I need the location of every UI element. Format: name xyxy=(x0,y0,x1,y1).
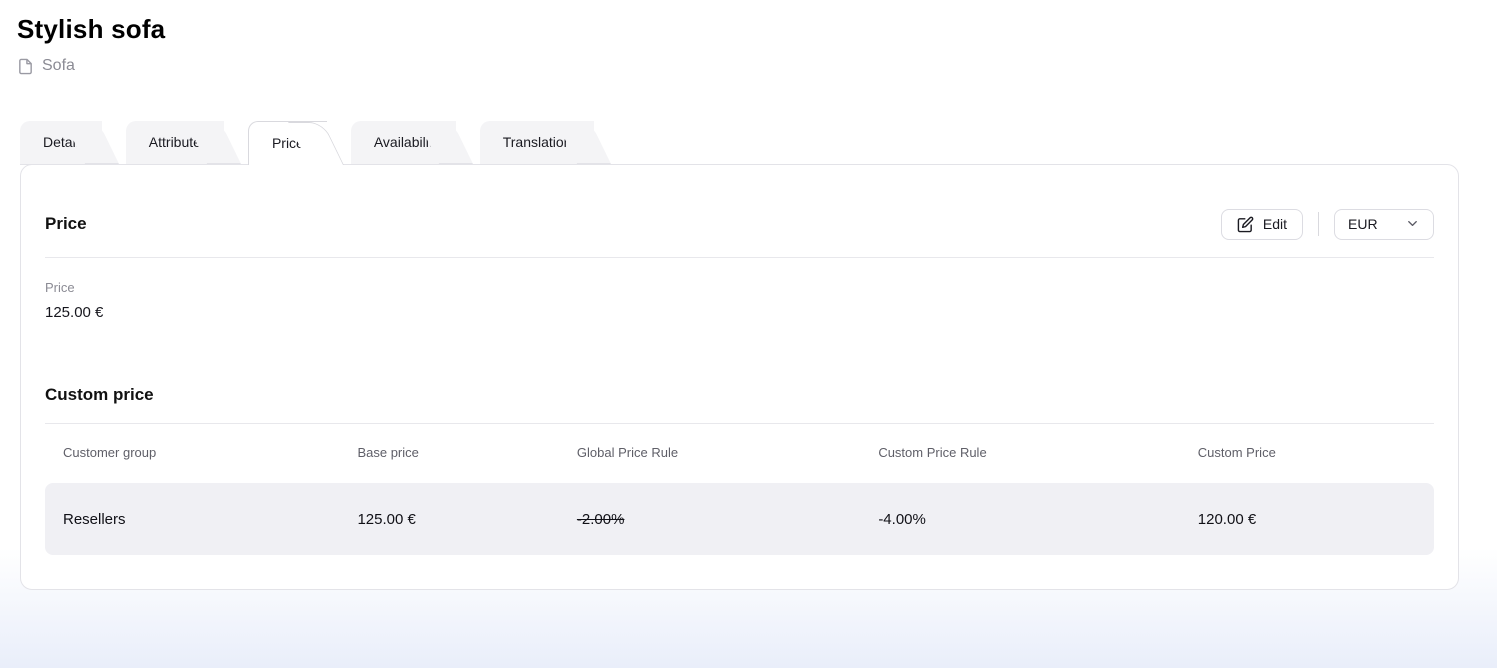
edit-button-label: Edit xyxy=(1262,216,1287,232)
price-section-header: Price Edit EUR xyxy=(45,208,1434,240)
cell-customer-group: Resellers xyxy=(63,510,126,528)
column-header-base-price: Base price xyxy=(357,445,419,460)
column-header-custom-price: Custom Price xyxy=(1197,445,1276,460)
custom-price-section-divider xyxy=(45,423,1434,424)
file-icon xyxy=(17,58,34,75)
price-field: Price 125.00 € xyxy=(45,280,1434,321)
price-section-actions: Edit EUR xyxy=(1220,208,1434,240)
page-title: Stylish sofa xyxy=(17,14,166,44)
custom-price-section-title: Custom price xyxy=(45,385,154,404)
tabs-row: Details Attributes Prices Availability T… xyxy=(0,121,1497,165)
tab-details[interactable]: Details xyxy=(20,121,102,165)
tab-attributes[interactable]: Attributes xyxy=(125,121,224,165)
tab-prices[interactable]: Prices xyxy=(247,121,327,165)
tab-label: Prices xyxy=(271,135,311,151)
breadcrumb: Sofa xyxy=(17,57,1497,75)
price-section-divider xyxy=(45,257,1434,258)
custom-price-table-header: Customer group Base price Global Price R… xyxy=(45,438,1434,467)
tab-availability[interactable]: Availability xyxy=(350,121,456,165)
column-header-custom-price-rule: Custom Price Rule xyxy=(878,445,987,460)
currency-select-value: EUR xyxy=(1348,216,1378,232)
breadcrumb-label: Sofa xyxy=(42,57,75,74)
cell-custom-price-rule: -4.00% xyxy=(878,510,926,528)
column-header-global-price-rule: Global Price Rule xyxy=(576,445,679,460)
table-row[interactable]: Resellers 125.00 € -2.00% -4.00% 120.00 … xyxy=(45,483,1434,555)
edit-pencil-icon xyxy=(1237,216,1254,233)
price-field-value: 125.00 € xyxy=(45,304,104,321)
price-field-label: Price xyxy=(45,280,75,295)
column-header-customer-group: Customer group xyxy=(63,445,157,460)
prices-tab-panel: Price Edit EUR xyxy=(20,164,1459,590)
cell-custom-price: 120.00 € xyxy=(1197,510,1257,528)
chevron-down-icon xyxy=(1405,216,1420,234)
currency-select[interactable]: EUR xyxy=(1334,208,1434,240)
edit-button[interactable]: Edit xyxy=(1220,208,1303,240)
page-header: Stylish sofa Sofa xyxy=(0,0,1497,75)
tab-label: Availability xyxy=(373,134,440,150)
cell-base-price: 125.00 € xyxy=(357,510,416,528)
price-section-title: Price xyxy=(45,214,87,233)
tab-translations[interactable]: Translations xyxy=(479,121,595,165)
tab-label: Details xyxy=(43,134,86,150)
tab-label: Attributes xyxy=(148,134,208,150)
cell-global-price-rule: -2.00% xyxy=(576,510,625,528)
tab-label: Translations xyxy=(502,134,579,150)
actions-divider xyxy=(1318,212,1319,236)
